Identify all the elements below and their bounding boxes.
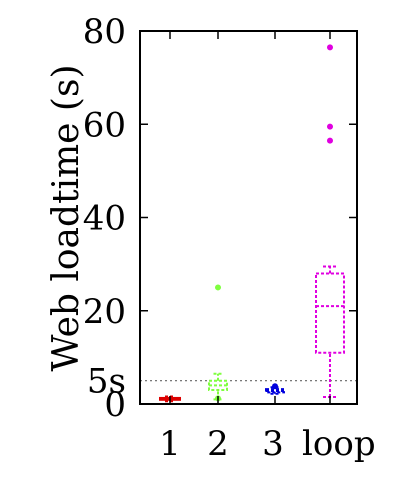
y-axis-label: Web loadtime (s): [46, 65, 87, 372]
outlier-loop-1: [327, 123, 333, 130]
outlier-loop-2: [327, 137, 333, 144]
y-tick-label-20: 20: [83, 292, 126, 332]
outlier-loop-0: [327, 44, 333, 51]
box-body-loop: [315, 272, 345, 354]
outlier-3-0: [272, 383, 278, 390]
box-layer: [159, 44, 345, 403]
y-axis: 0 20 40 60 80 5s: [83, 12, 357, 425]
x-tick-label-3: 3: [262, 424, 284, 464]
y-tick-label-0: 0: [104, 385, 126, 425]
x-tick-label-2: 2: [207, 424, 229, 464]
reference-line-label: 5s: [87, 362, 126, 402]
y-tick-label-60: 60: [83, 105, 126, 145]
plot-frame: [139, 30, 358, 405]
box-2: [208, 284, 228, 402]
x-axis: 1 2 3 loop: [159, 31, 376, 464]
box-3: [265, 383, 285, 395]
y-tick-label-80: 80: [83, 12, 126, 52]
outlier-2-0: [215, 284, 221, 291]
y-tick-label-40: 40: [83, 199, 126, 239]
x-tick-label-1: 1: [159, 424, 181, 464]
x-tick-label-loop: loop: [302, 424, 376, 464]
box-loop: [315, 44, 345, 399]
